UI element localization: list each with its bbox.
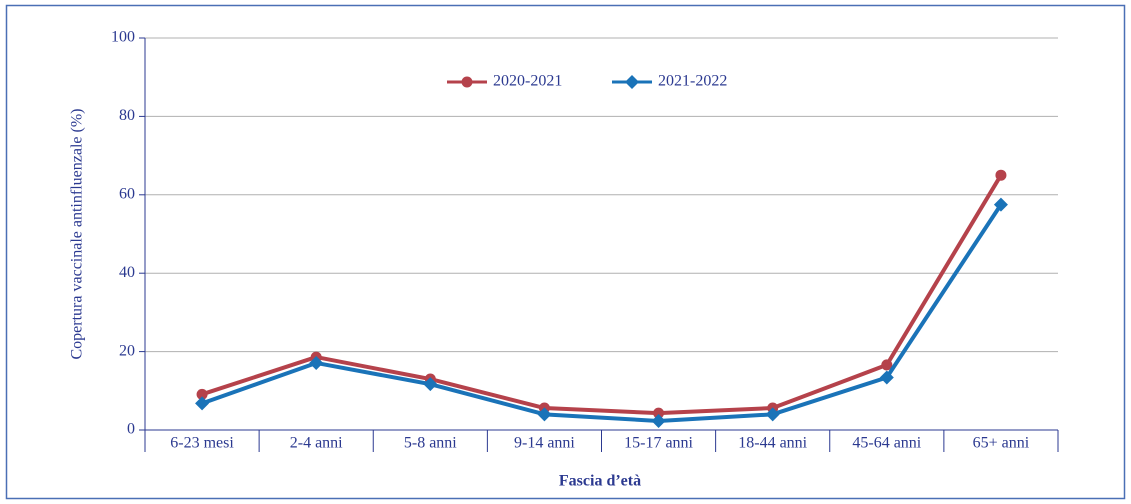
x-tick-label: 5-8 anni <box>404 435 457 452</box>
point <box>993 197 1008 212</box>
legend-label: 2020-2021 <box>493 73 562 90</box>
point <box>765 407 780 422</box>
point <box>879 370 894 385</box>
y-tick-label: 20 <box>119 342 135 359</box>
x-tick-label: 65+ anni <box>973 435 1030 452</box>
x-tick-label: 9-14 anni <box>514 435 575 452</box>
x-tick-label: 15-17 anni <box>624 435 693 452</box>
x-tick-label: 45-64 anni <box>852 435 921 452</box>
x-axis-title: Fascia d’età <box>559 473 641 490</box>
point <box>196 388 208 400</box>
point <box>995 169 1007 181</box>
y-tick-label: 60 <box>119 185 135 202</box>
series-line <box>201 174 1003 416</box>
frame <box>5 4 1126 500</box>
y-tick-label: 100 <box>111 29 135 46</box>
point <box>309 355 324 370</box>
point <box>423 377 438 392</box>
y-tick-label: 80 <box>119 107 135 124</box>
y-tick-label: 40 <box>119 264 135 281</box>
point <box>653 407 665 419</box>
point <box>195 396 210 411</box>
x-tick-label: 18-44 anni <box>738 435 807 452</box>
point <box>537 407 552 422</box>
x-tick-label: 6-23 mesi <box>170 435 234 452</box>
legend-marker <box>625 75 639 89</box>
legend-label: 2021-2022 <box>658 73 727 90</box>
y-tick-label: 0 <box>127 421 135 438</box>
y-axis-title: Copertura vaccinale antinfluenzale (%) <box>69 109 86 360</box>
series-line <box>201 203 1003 423</box>
point <box>881 359 893 371</box>
point <box>651 413 666 428</box>
legend-marker <box>461 76 473 88</box>
x-tick-label: 2-4 anni <box>290 435 343 452</box>
